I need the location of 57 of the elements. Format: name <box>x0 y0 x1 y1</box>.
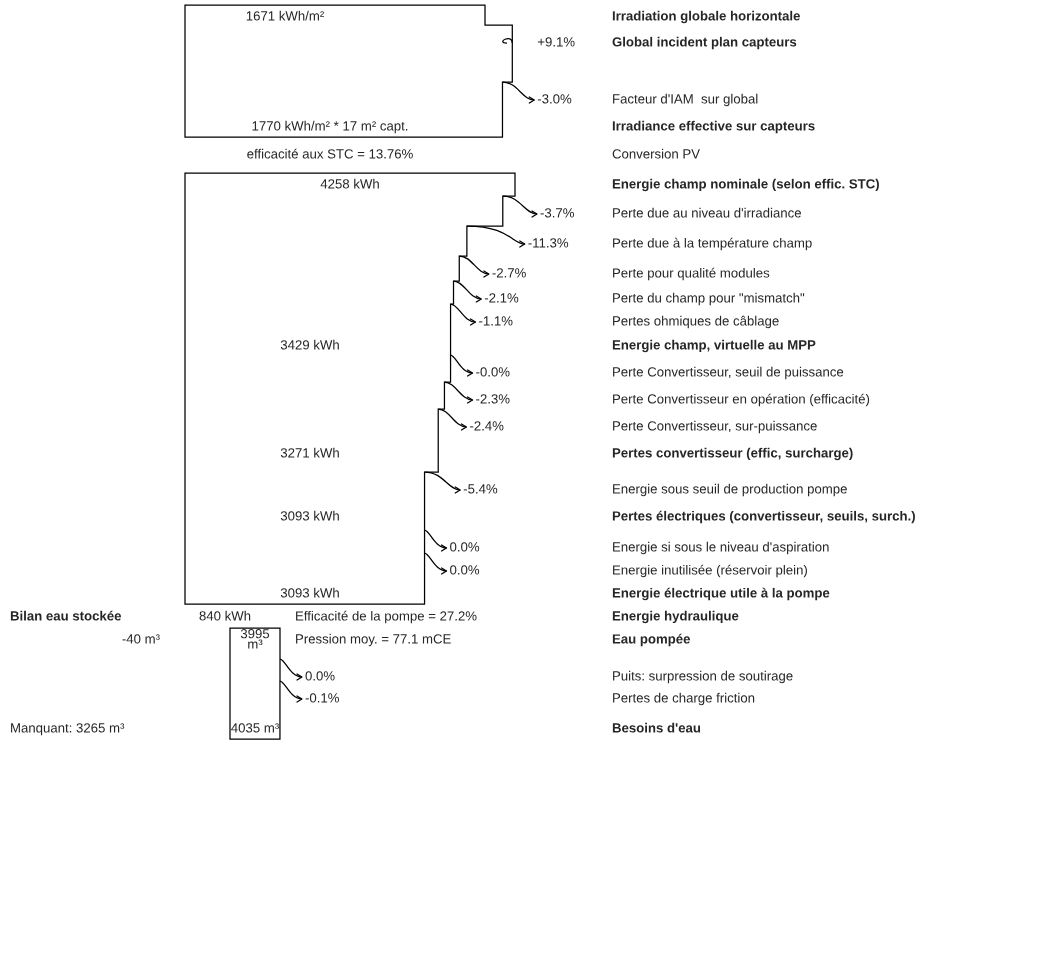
category-label: Perte Convertisseur, seuil de puissance <box>613 366 844 380</box>
category-label: Irradiation globale horizontale <box>612 10 800 24</box>
text: Manquant: 3265 m³ <box>11 723 125 736</box>
category-label: Puits: surpression de soutirage <box>613 670 793 684</box>
text: 1770 kWh/m² * 17 m² capt. <box>252 120 408 134</box>
text: 3271 kWh <box>280 447 339 458</box>
data-label: -1.1% <box>479 316 513 326</box>
category-label: Energie électrique utile à la pompe <box>612 587 830 601</box>
category-label: Eau pompée <box>612 633 690 647</box>
text: -40 m³ <box>122 634 160 644</box>
category-label: Perte Convertisseur en opération (efficacité) <box>613 393 870 407</box>
text: 3093 kWh <box>280 587 339 598</box>
category-label: Perte pour qualité modules <box>613 267 770 281</box>
category-label: Perte due à la température champ <box>613 237 812 251</box>
category-label: Global incident plan capteurs <box>612 36 797 50</box>
text: 3995 m³ <box>240 629 270 649</box>
data-label: -0.0% <box>476 367 510 377</box>
category-label: Energie si sous le niveau d'aspiration <box>613 541 829 555</box>
category-label: Energie inutilisée (réservoir plein) <box>613 564 807 578</box>
category-label: Conversion PV <box>612 148 700 159</box>
text: 1671 kWh/m² <box>246 10 324 21</box>
category-label: Pertes ohmiques de câblage <box>613 315 779 329</box>
data-label: -2.4% <box>470 421 504 431</box>
text: 3093 kWh <box>280 510 339 521</box>
text: 3429 kWh <box>280 339 339 350</box>
text: Bilan eau stockée <box>10 610 122 621</box>
category-label: Facteur d'IAM sur global <box>613 93 758 107</box>
text: 4258 kWh <box>320 178 379 189</box>
data-label: -2.3% <box>476 394 510 404</box>
text: Pression moy. = 77.1 mCE <box>296 633 451 647</box>
data-label: -0.1% <box>305 693 339 703</box>
data-label: 0.0% <box>305 671 335 681</box>
data-label: -2.1% <box>484 293 519 303</box>
data-label: 0.0% <box>450 542 480 552</box>
category-label: Perte Convertisseur, sur-puissance <box>613 420 817 434</box>
category-label: Perte du champ pour "mismatch" <box>613 292 805 306</box>
text: 840 kWh <box>199 610 251 621</box>
data-label: -3.0% <box>537 94 572 104</box>
category-label: Energie champ nominale (selon effic. STC) <box>612 178 879 192</box>
category-label: Pertes électriques (convertisseur, seuils, surch.) <box>612 510 915 524</box>
data-label: -3.7% <box>540 208 574 218</box>
data-label: -11.3% <box>528 238 569 248</box>
category-label: Perte due au niveau d'irradiance <box>613 207 801 218</box>
category-label: Energie champ, virtuelle au MPP <box>612 339 816 353</box>
data-label: +9.1% <box>537 37 575 47</box>
category-label: Energie sous seuil de production pompe <box>613 483 847 497</box>
category-label: Pertes de charge friction <box>613 692 755 706</box>
category-label: Besoins d'eau <box>612 722 701 733</box>
data-label: 0.0% <box>450 565 480 575</box>
category-label: Irradiance effective sur capteurs <box>612 120 815 134</box>
category-label: Energie hydraulique <box>612 610 739 624</box>
text: efficacité aux STC = 13.76% <box>247 148 413 159</box>
data-label: -2.7% <box>492 268 526 278</box>
data-label: -5.4% <box>463 484 498 494</box>
text: Efficacité de la pompe = 27.2% <box>296 610 477 624</box>
text: 4035 m³ <box>231 723 279 733</box>
category-label: Pertes convertisseur (effic, surcharge) <box>612 447 853 461</box>
